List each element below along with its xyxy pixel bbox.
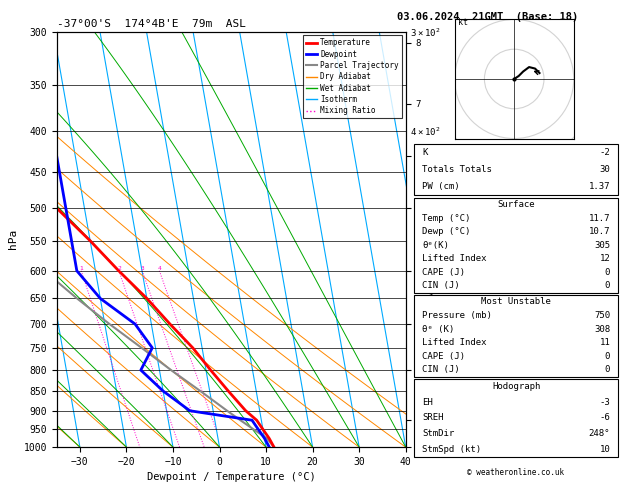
FancyBboxPatch shape [414,144,618,195]
FancyBboxPatch shape [414,198,618,293]
Text: Hodograph: Hodograph [492,382,540,391]
FancyBboxPatch shape [414,379,618,457]
Text: 3: 3 [140,266,144,271]
Text: -6: -6 [599,414,610,422]
Text: 4: 4 [157,266,161,271]
Text: Mixing Ratio (g/kg): Mixing Ratio (g/kg) [429,208,438,296]
Y-axis label: hPa: hPa [8,229,18,249]
Text: PW (cm): PW (cm) [422,182,460,191]
Text: 0: 0 [604,365,610,374]
Text: K: K [422,148,428,157]
Text: 750: 750 [594,311,610,320]
Text: -37°00'S  174°4B'E  79m  ASL: -37°00'S 174°4B'E 79m ASL [57,19,245,30]
Text: 11: 11 [599,338,610,347]
Text: -3: -3 [599,398,610,407]
Text: Most Unstable: Most Unstable [481,297,551,306]
Text: 1.37: 1.37 [589,182,610,191]
Text: 11.7: 11.7 [589,214,610,223]
Text: 10.7: 10.7 [589,227,610,236]
Text: -2: -2 [599,148,610,157]
X-axis label: Dewpoint / Temperature (°C): Dewpoint / Temperature (°C) [147,472,316,483]
Text: Surface: Surface [498,200,535,209]
Text: Lifted Index: Lifted Index [422,254,487,263]
Text: 03.06.2024  21GMT  (Base: 18): 03.06.2024 21GMT (Base: 18) [397,12,578,22]
Text: 305: 305 [594,241,610,250]
Text: 248°: 248° [589,429,610,438]
Text: 10: 10 [599,445,610,453]
Text: Dewp (°C): Dewp (°C) [422,227,470,236]
Text: 0: 0 [604,268,610,277]
Y-axis label: km
ASL: km ASL [452,230,469,249]
Legend: Temperature, Dewpoint, Parcel Trajectory, Dry Adiabat, Wet Adiabat, Isotherm, Mi: Temperature, Dewpoint, Parcel Trajectory… [303,35,402,118]
Text: 2: 2 [117,266,121,271]
Text: StmDir: StmDir [422,429,454,438]
Text: 0: 0 [604,352,610,361]
Text: EH: EH [422,398,433,407]
Text: 0: 0 [604,281,610,290]
FancyBboxPatch shape [414,295,618,377]
Text: 12: 12 [599,254,610,263]
Text: Pressure (mb): Pressure (mb) [422,311,492,320]
Text: CAPE (J): CAPE (J) [422,268,465,277]
Text: θᵉ (K): θᵉ (K) [422,325,454,333]
Text: © weatheronline.co.uk: © weatheronline.co.uk [467,468,564,477]
Text: CIN (J): CIN (J) [422,281,460,290]
Text: CAPE (J): CAPE (J) [422,352,465,361]
Text: Temp (°C): Temp (°C) [422,214,470,223]
Text: Totals Totals: Totals Totals [422,165,492,174]
Text: Lifted Index: Lifted Index [422,338,487,347]
Text: StmSpd (kt): StmSpd (kt) [422,445,481,453]
Text: 30: 30 [599,165,610,174]
Text: θᵉ(K): θᵉ(K) [422,241,449,250]
Text: 1: 1 [79,266,83,271]
Text: CIN (J): CIN (J) [422,365,460,374]
Text: 308: 308 [594,325,610,333]
Text: kt: kt [458,18,467,27]
Text: SREH: SREH [422,414,443,422]
